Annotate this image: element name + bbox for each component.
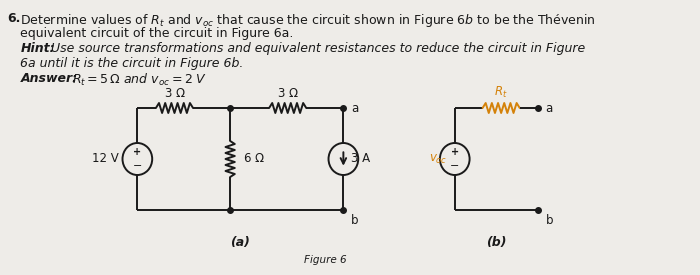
Text: Figure 6: Figure 6	[304, 255, 346, 265]
Text: a: a	[351, 101, 358, 114]
Text: −: −	[133, 161, 142, 171]
Text: Answer:: Answer:	[20, 72, 78, 85]
Text: +: +	[133, 147, 141, 157]
Text: equivalent circuit of the circuit in Figure 6a.: equivalent circuit of the circuit in Fig…	[20, 27, 294, 40]
Text: 6 $\Omega$: 6 $\Omega$	[243, 153, 265, 166]
Text: 3 $\Omega$: 3 $\Omega$	[164, 87, 186, 100]
Text: +: +	[451, 147, 458, 157]
Text: Determine values of $R_t$ and $v_{oc}$ that cause the circuit shown in Figure 6$: Determine values of $R_t$ and $v_{oc}$ t…	[20, 12, 596, 29]
Text: −: −	[450, 161, 459, 171]
Text: 6.: 6.	[8, 12, 21, 25]
Text: $R_t = 5\,\Omega$ and $v_{oc} = 2$ V: $R_t = 5\,\Omega$ and $v_{oc} = 2$ V	[72, 72, 208, 88]
Text: 3 $\Omega$: 3 $\Omega$	[276, 87, 299, 100]
Text: (b): (b)	[486, 236, 507, 249]
Text: Hint:: Hint:	[20, 42, 55, 55]
Text: 12 V: 12 V	[92, 153, 119, 166]
Text: (a): (a)	[230, 236, 251, 249]
Text: $v_{oc}$: $v_{oc}$	[429, 152, 447, 166]
Text: b: b	[546, 214, 553, 227]
Text: 3 A: 3 A	[351, 153, 370, 166]
Text: Use source transformations and equivalent resistances to reduce the circuit in F: Use source transformations and equivalen…	[51, 42, 585, 55]
Text: $R_t$: $R_t$	[494, 85, 508, 100]
Text: 6a until it is the circuit in Figure 6b.: 6a until it is the circuit in Figure 6b.	[20, 57, 244, 70]
Text: b: b	[351, 214, 358, 227]
Text: a: a	[546, 101, 553, 114]
